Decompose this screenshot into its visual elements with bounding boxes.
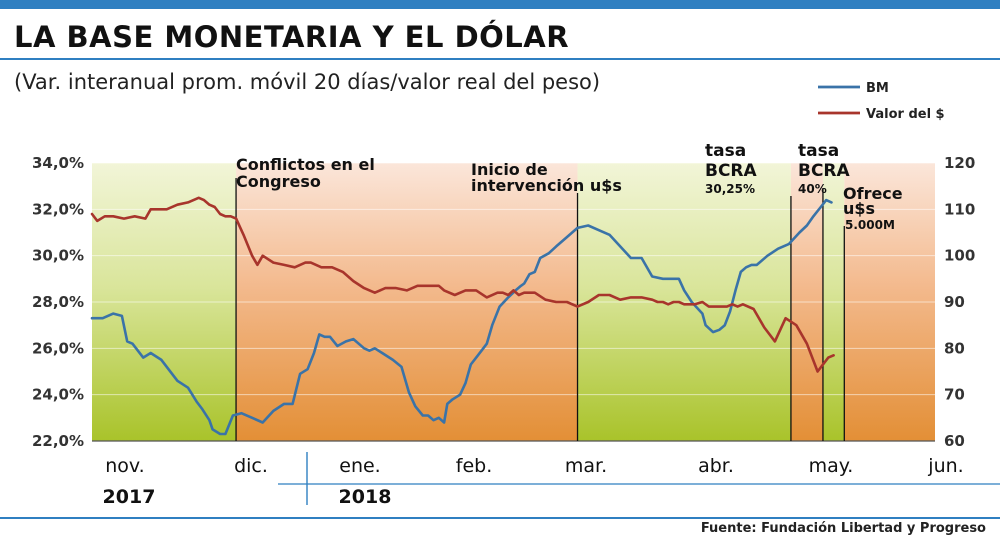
annotation-label: BCRA xyxy=(798,161,851,181)
left-tick-label: 34,0% xyxy=(32,154,84,172)
annotation-label: BCRA xyxy=(705,161,758,181)
right-tick-label: 80 xyxy=(944,339,965,357)
year-label: 2018 xyxy=(339,486,392,508)
title-divider xyxy=(0,58,1000,60)
right-tick-label: 90 xyxy=(944,293,965,311)
annotation-label: Ofrece xyxy=(843,184,903,203)
right-tick-label: 70 xyxy=(944,386,965,404)
series-lines xyxy=(90,196,835,436)
source-note: Fuente: Fundación Libertad y Progreso xyxy=(700,521,986,536)
valor-series-line xyxy=(90,196,835,373)
year-label: 2017 xyxy=(103,486,156,508)
annotation-label: intervención u$s xyxy=(471,176,622,195)
annotation-label: Conflictos en el xyxy=(236,155,375,174)
x-tick-label: feb. xyxy=(456,455,492,477)
x-axis: nov. dic. ene. feb. mar. abr. may. jun. 2017 2018 xyxy=(103,452,1000,508)
left-tick-label: 22,0% xyxy=(32,432,84,450)
left-tick-label: 32,0% xyxy=(32,200,84,218)
annotation-sublabel: 5.000M xyxy=(845,218,895,232)
left-tick-label: 30,0% xyxy=(32,247,84,265)
top-accent-bar xyxy=(0,0,1000,9)
legend: BM Valor del $ xyxy=(818,81,945,122)
annotation-sublabel: 30,25% xyxy=(705,182,755,196)
x-tick-label: ene. xyxy=(339,455,380,477)
bm-series-line xyxy=(90,198,833,436)
chart-title: LA BASE MONETARIA Y EL DÓLAR xyxy=(14,20,570,54)
grid-lines xyxy=(92,162,935,442)
right-axis-ticks: 60 70 80 90 100 110 120 xyxy=(944,154,975,450)
footer-divider xyxy=(0,517,1000,519)
chart-subtitle: (Var. interanual prom. móvil 20 días/val… xyxy=(14,70,601,94)
right-tick-label: 60 xyxy=(944,432,965,450)
left-axis-ticks: 22,0% 24,0% 26,0% 28,0% 30,0% 32,0% 34,0% xyxy=(32,154,84,450)
right-tick-label: 100 xyxy=(944,247,975,265)
annotation-sublabel: 40% xyxy=(798,182,827,196)
x-tick-label: dic. xyxy=(234,455,268,477)
x-tick-label: abr. xyxy=(698,455,734,477)
x-tick-label: jun. xyxy=(927,455,963,477)
left-tick-label: 28,0% xyxy=(32,293,84,311)
right-tick-label: 110 xyxy=(944,200,975,218)
right-tick-label: 120 xyxy=(944,154,975,172)
x-tick-label: nov. xyxy=(105,455,144,477)
x-tick-label: mar. xyxy=(565,455,607,477)
annotation-label: tasa xyxy=(705,141,746,161)
legend-label: BM xyxy=(866,81,889,96)
legend-label: Valor del $ xyxy=(866,107,945,122)
annotation-label: Congreso xyxy=(236,172,321,191)
left-tick-label: 26,0% xyxy=(32,339,84,357)
annotation-label: Inicio de xyxy=(471,160,548,179)
event-markers xyxy=(235,178,845,441)
left-tick-label: 24,0% xyxy=(32,386,84,404)
x-tick-label: may. xyxy=(809,455,854,477)
annotation-label: u$s xyxy=(843,199,875,218)
annotation-label: tasa xyxy=(798,141,839,161)
